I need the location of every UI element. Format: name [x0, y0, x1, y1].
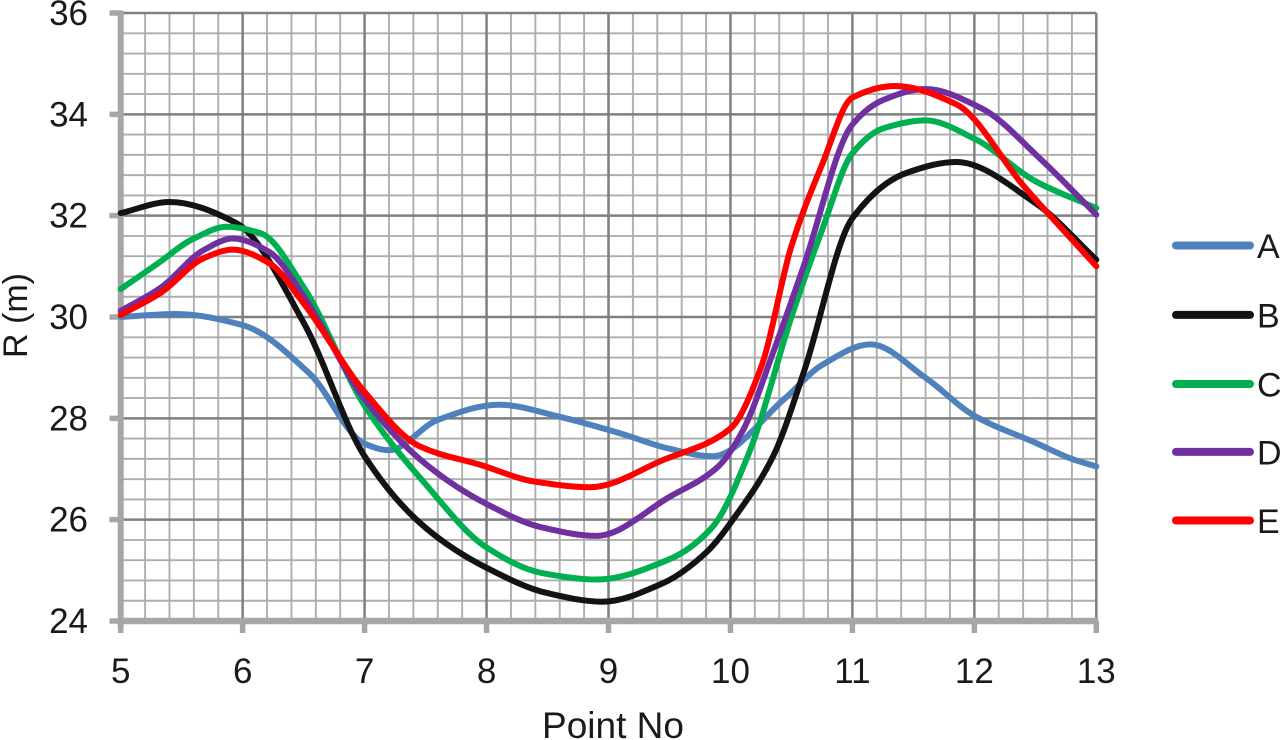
- svg-text:E: E: [1257, 503, 1280, 541]
- svg-text:24: 24: [49, 602, 88, 641]
- svg-text:10: 10: [711, 652, 750, 691]
- svg-text:32: 32: [49, 197, 88, 236]
- svg-text:36: 36: [49, 0, 88, 33]
- svg-text:30: 30: [49, 298, 88, 337]
- svg-text:34: 34: [49, 95, 88, 134]
- svg-text:8: 8: [477, 652, 496, 691]
- svg-text:5: 5: [111, 652, 130, 691]
- svg-text:9: 9: [599, 652, 618, 691]
- svg-text:7: 7: [355, 652, 374, 691]
- svg-text:A: A: [1257, 228, 1280, 266]
- svg-text:6: 6: [233, 652, 252, 691]
- svg-text:B: B: [1257, 297, 1280, 335]
- svg-text:R (m): R (m): [0, 273, 35, 358]
- svg-text:28: 28: [49, 399, 88, 438]
- svg-text:11: 11: [834, 652, 870, 691]
- svg-text:Point No: Point No: [542, 705, 684, 740]
- svg-text:26: 26: [49, 501, 88, 540]
- svg-text:D: D: [1257, 434, 1280, 472]
- svg-text:12: 12: [955, 652, 994, 691]
- svg-text:13: 13: [1077, 652, 1116, 691]
- svg-text:C: C: [1257, 367, 1280, 405]
